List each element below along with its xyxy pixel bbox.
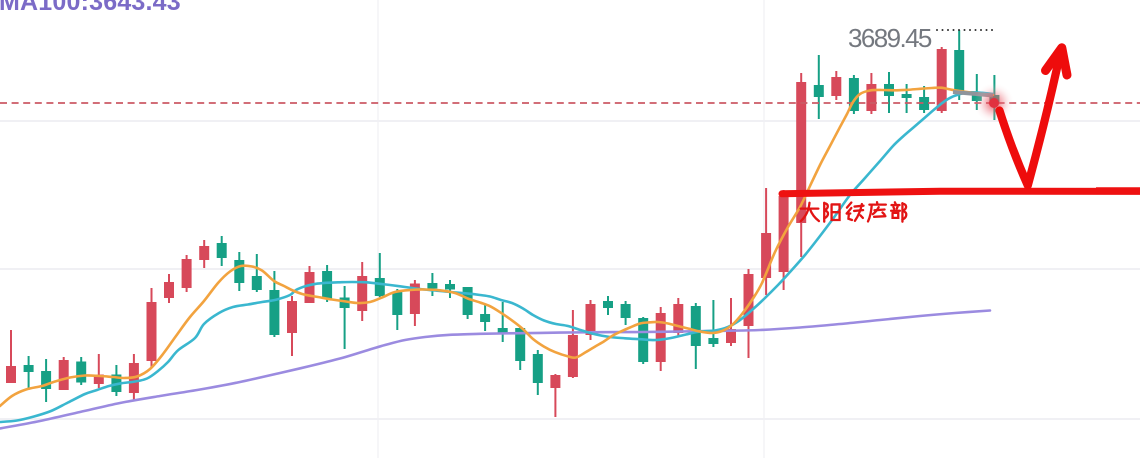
svg-text:3689.45: 3689.45 [848, 23, 932, 53]
svg-text:MA100:3643.43: MA100:3643.43 [0, 0, 181, 16]
